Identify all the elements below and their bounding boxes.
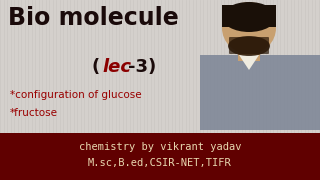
- FancyBboxPatch shape: [229, 37, 269, 54]
- Ellipse shape: [228, 36, 270, 56]
- Text: chemistry by vikrant yadav: chemistry by vikrant yadav: [79, 142, 241, 152]
- Text: -3): -3): [128, 58, 156, 76]
- Ellipse shape: [222, 2, 276, 32]
- Text: Bio molecule: Bio molecule: [8, 6, 179, 30]
- Ellipse shape: [234, 22, 242, 28]
- Text: *configuration of glucose: *configuration of glucose: [10, 90, 142, 100]
- Text: lec: lec: [102, 58, 131, 76]
- Ellipse shape: [222, 2, 276, 54]
- FancyBboxPatch shape: [238, 43, 260, 61]
- FancyBboxPatch shape: [222, 5, 276, 27]
- Text: *fructose: *fructose: [10, 108, 58, 118]
- FancyBboxPatch shape: [0, 133, 320, 180]
- Text: M.sc,B.ed,CSIR-NET,TIFR: M.sc,B.ed,CSIR-NET,TIFR: [88, 158, 232, 168]
- Text: (: (: [92, 58, 100, 76]
- Ellipse shape: [256, 22, 264, 28]
- Polygon shape: [239, 55, 259, 70]
- FancyBboxPatch shape: [200, 55, 320, 130]
